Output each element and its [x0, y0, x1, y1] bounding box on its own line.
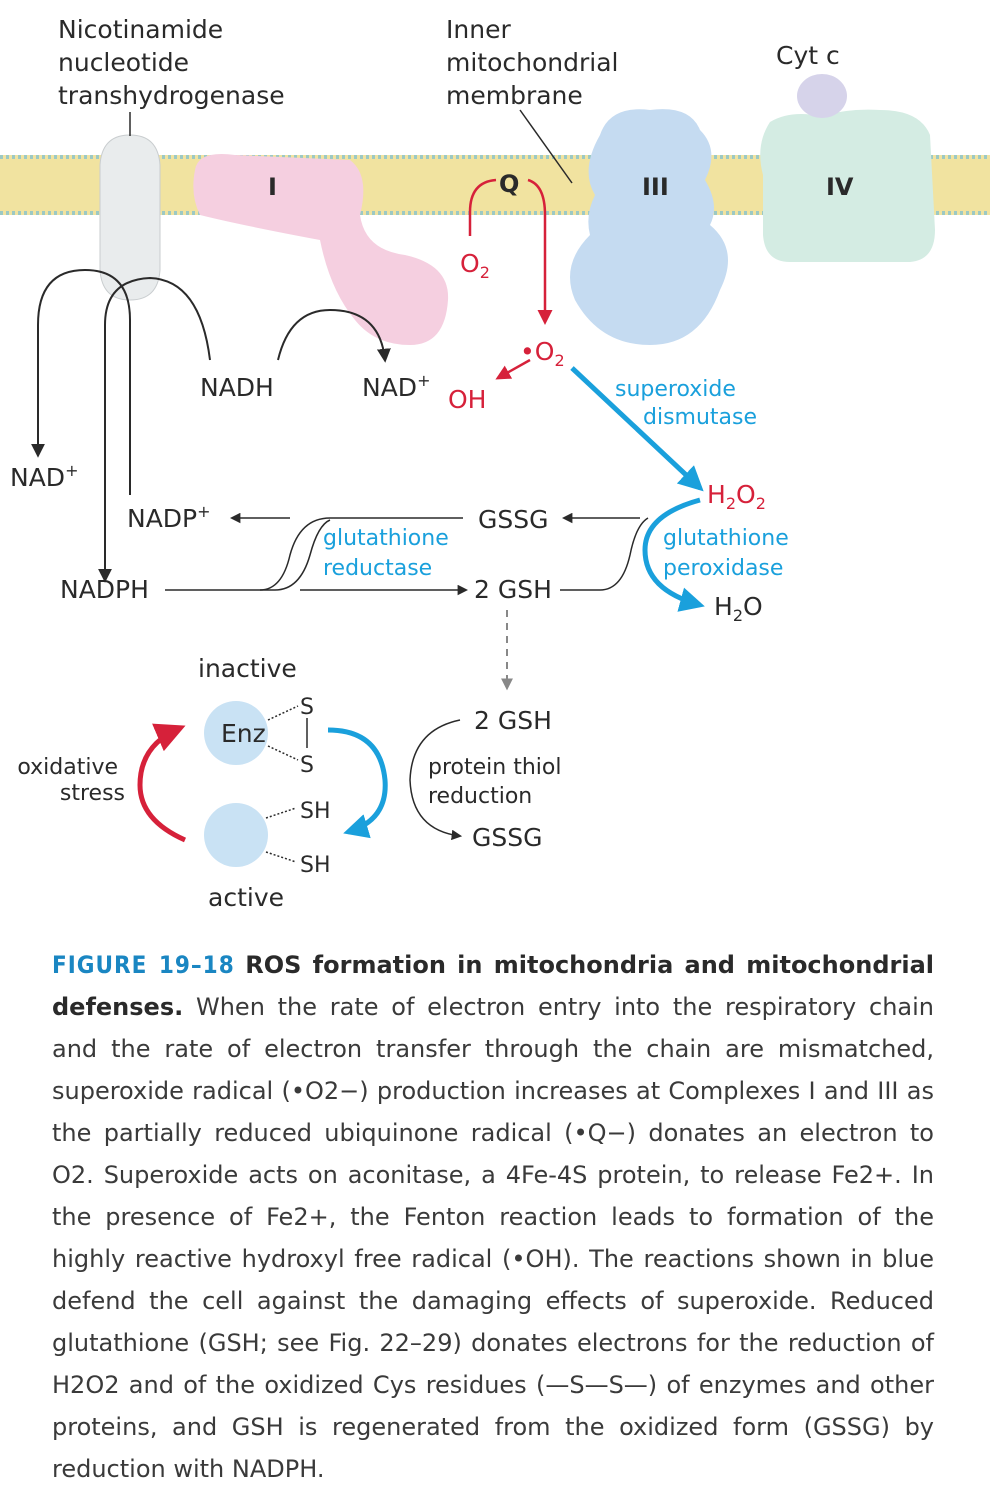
membrane-label: Inner mitochondrial membrane	[446, 15, 626, 110]
thiol-bottom-label: SH	[300, 853, 331, 878]
superoxide-dismutase-label: superoxide dismutase	[615, 377, 757, 430]
transhydrogenase-label: Nicotinamide nucleotide transhydrogenase	[58, 15, 285, 110]
figure-title: ROS formation in mitochondria and mitoch…	[52, 951, 934, 1021]
ros-diagram: Nicotinamide nucleotide transhydrogenase…	[0, 15, 990, 912]
water-label: H2O	[714, 592, 763, 625]
hydrogen-peroxide-label: H2O2	[707, 480, 766, 513]
hydroxyl-label: OH	[448, 385, 486, 414]
protein-thiol-reduction-label: protein thiol reduction	[428, 755, 568, 809]
gsh-2-bottom-label: 2 GSH	[474, 706, 552, 735]
enzyme-active	[204, 803, 268, 867]
gssg-bottom-label: GSSG	[472, 823, 542, 852]
nad-plus-left-label: NAD+	[10, 461, 78, 492]
sulfur-bottom-label: S	[300, 753, 314, 778]
ubiquinone-label: Q	[499, 170, 519, 198]
complex-III-label: III	[642, 173, 669, 201]
superoxide-label: •O2	[520, 337, 565, 370]
glutathione-reductase-label: glutathione reductase	[323, 526, 456, 581]
glutathione-peroxidase-label: glutathione peroxidase	[663, 526, 796, 581]
complex-IV-protein	[760, 109, 935, 262]
nad-plus-top-label: NAD+	[362, 371, 430, 402]
oxidative-stress-label: oxidative stress	[17, 755, 125, 806]
figure-body: When the rate of electron entry into the…	[52, 993, 934, 1483]
oxygen-label: O2	[460, 249, 490, 282]
inactive-label: inactive	[198, 654, 297, 683]
nadph-label: NADPH	[60, 575, 149, 604]
cytc-label: Cyt c	[776, 41, 840, 70]
cytc-protein	[797, 74, 847, 118]
gsh-2-top-label: 2 GSH	[474, 575, 552, 604]
complex-I-label: I	[268, 173, 277, 201]
enzyme-inactive	[204, 701, 268, 765]
nadh-label: NADH	[200, 373, 274, 402]
nadp-plus-label: NADP+	[127, 502, 211, 533]
complex-I-protein	[193, 154, 449, 345]
complex-III-protein	[570, 109, 728, 346]
figure-caption: FIGURE 19–18 ROS formation in mitochondr…	[52, 944, 934, 1490]
active-label: active	[208, 883, 284, 912]
sulfur-top-label: S	[300, 695, 314, 720]
gssg-top-label: GSSG	[478, 505, 548, 534]
figure-number: FIGURE 19–18	[52, 951, 235, 979]
enzyme-label: Enz	[221, 719, 266, 748]
complex-IV-label: IV	[826, 173, 854, 201]
thiol-top-label: SH	[300, 799, 331, 824]
